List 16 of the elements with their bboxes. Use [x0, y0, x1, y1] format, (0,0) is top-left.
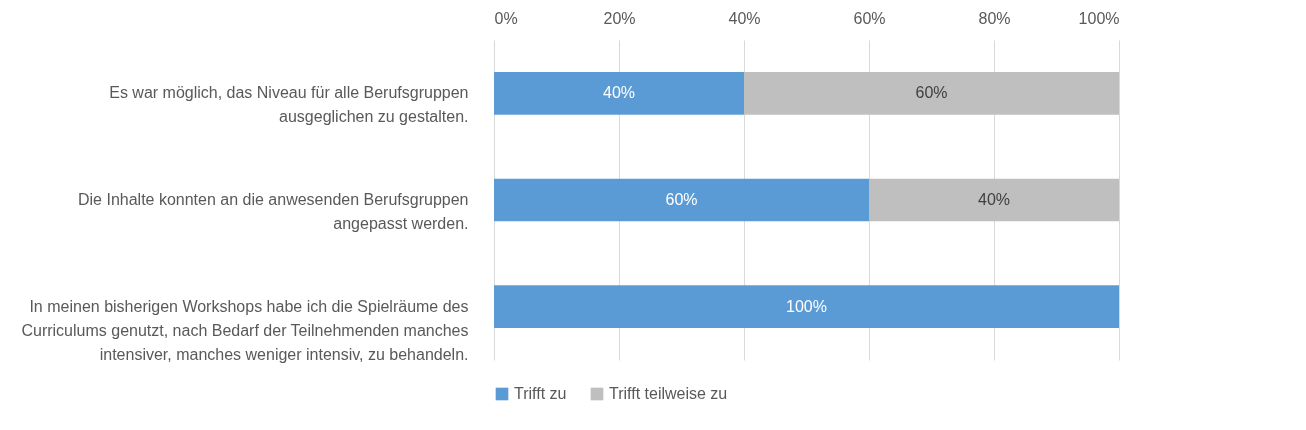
y-tick-label: Die Inhalte konnten an die anwesenden Berufsgruppen angepasst werden. [77, 191, 469, 232]
data-label: 60% [915, 84, 948, 102]
data-label: 40% [602, 84, 636, 102]
x-tick-label: 20% [603, 9, 636, 27]
data-label: 60% [665, 191, 698, 208]
x-tick-label: 60% [853, 9, 886, 27]
data-label: 100% [786, 297, 827, 315]
y-tick-label: Es war möglich, das Niveau für alle Berufsgruppen ausgeglichen zu gestalten. [109, 84, 469, 126]
x-tick-label: 0% [494, 9, 518, 27]
data-label: 40% [977, 191, 1011, 208]
x-tick-label: 80% [978, 9, 1011, 27]
x-tick-label: 100% [1078, 9, 1120, 27]
legend-label: Trifft teilweise zu [609, 385, 728, 402]
legend-label: Trifft zu [514, 385, 567, 402]
y-tick-label: In meinen bisherigen Workshops habe ich die Spielräume des Curriculums genutzt, nach Bedarf der Teilnehmenden manches intensiver, manches weniger intensiv, zu behandeln. [21, 297, 469, 363]
x-tick-label: 40% [728, 9, 761, 27]
